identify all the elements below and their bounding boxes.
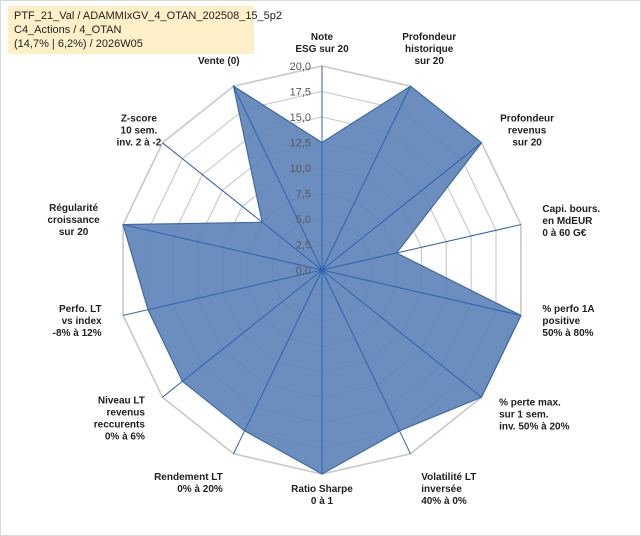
axis-spoke <box>321 269 522 316</box>
r-tick-label: 12,5 <box>290 138 311 150</box>
r-tick-label: 20,0 <box>290 61 311 73</box>
axis-label: Capi. bours. en MdEUR 0 à 60 G€ <box>542 204 600 239</box>
axis-label: % perte max. sur 1 sem. inv. 50% à 20% <box>499 398 570 433</box>
r-tick-label: 10,0 <box>290 163 311 175</box>
axis-label: Perfo. LT vs index -8% à 12% <box>53 304 102 339</box>
axis-spoke <box>233 269 323 455</box>
axis-label: Volatilité LT inversée 40% à 0% <box>421 472 476 507</box>
axis-spoke <box>321 142 482 271</box>
axis-label: Rendement LT 0% à 20% <box>154 472 223 495</box>
axis-spoke <box>321 85 411 271</box>
axis-label: Z-score 10 sem. inv. 2 à -2 <box>116 113 161 148</box>
axis-label: Niveau LT revenus reccurents 0% à 6% <box>94 396 146 443</box>
axis-spoke <box>233 85 323 271</box>
portfolio-stats: (14,7% | 6,2%) / 2026W05 <box>14 38 143 50</box>
r-tick-label: 2,5 <box>296 240 311 252</box>
axis-spoke <box>122 224 323 271</box>
axis-spoke <box>122 269 323 316</box>
r-tick-label: 7,5 <box>296 189 311 201</box>
axis-spoke <box>162 269 323 398</box>
axis-spoke <box>321 224 522 271</box>
axis-spoke <box>321 269 411 455</box>
axis-spoke <box>162 142 323 271</box>
axis-label: Note ESG sur 20 <box>295 32 349 55</box>
r-tick-label: 0,0 <box>296 265 311 277</box>
axis-label: Régularité croissance sur 20 <box>47 203 100 238</box>
axis-label: Profondeur revenus sur 20 <box>500 113 554 148</box>
portfolio-info-box: PTF_21_Val / ADAMMIxGV_4_OTAN_202508_15_… <box>8 6 282 54</box>
r-tick-label: 17,5 <box>290 87 311 99</box>
axis-label: % perfo 1A positive 50% à 80% <box>542 304 594 339</box>
portfolio-category: C4_Actions / 4_OTAN <box>14 24 122 36</box>
r-tick-label: 15,0 <box>290 112 311 124</box>
r-tick-label: 5,0 <box>296 214 311 226</box>
portfolio-name: PTF_21_Val / ADAMMIxGV_4_OTAN_202508_15_… <box>14 10 283 22</box>
axis-spoke <box>321 269 482 398</box>
axis-label: Ratio Sharpe 0 à 1 <box>291 484 353 507</box>
axis-label: Profondeur historique sur 20 <box>402 32 456 67</box>
